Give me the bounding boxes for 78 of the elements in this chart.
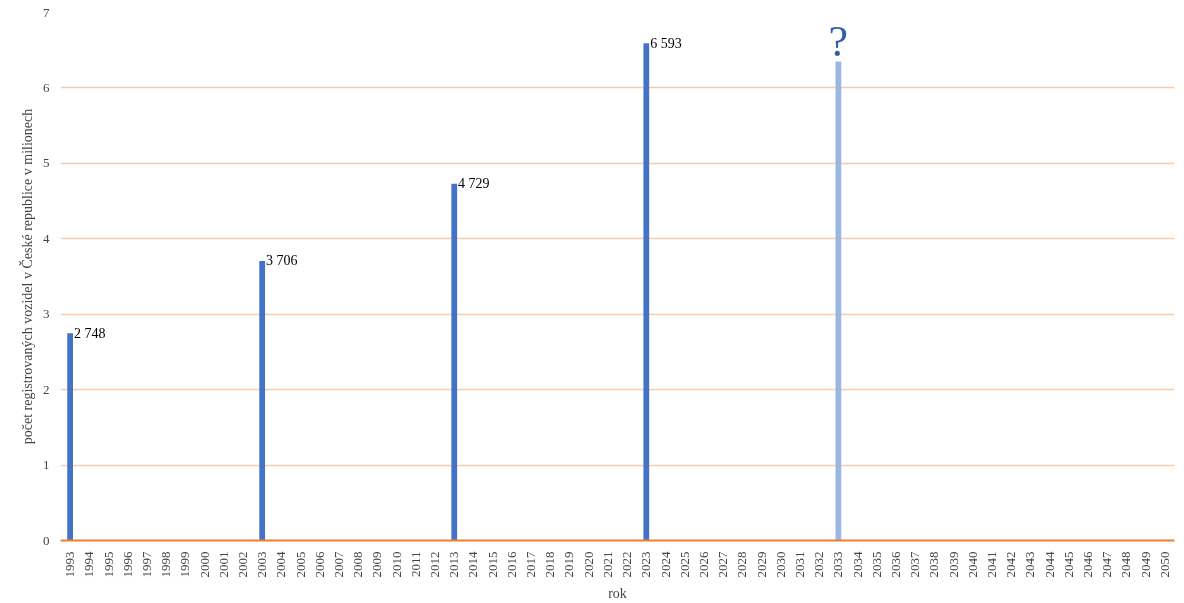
x-axis-title: rok — [608, 585, 627, 601]
x-tick-label: 1998 — [158, 551, 174, 578]
x-tick-label: 2017 — [523, 551, 539, 578]
x-tick-label: 2020 — [580, 551, 596, 578]
x-tick-label: 2037 — [907, 551, 923, 578]
x-tick-label: 2009 — [369, 551, 385, 578]
x-tick-label: 2042 — [1003, 551, 1019, 578]
x-tick-label: 2010 — [388, 551, 404, 578]
x-tick-label: 2039 — [945, 551, 961, 578]
annotation: 6 593 — [650, 35, 682, 51]
x-tick-label: 2048 — [1118, 551, 1134, 578]
bar — [451, 183, 458, 541]
x-tick-label: 1996 — [119, 551, 135, 578]
x-tick-label: 2035 — [868, 551, 884, 578]
x-tick-label: 2050 — [1156, 551, 1172, 578]
x-tick-label: 2027 — [715, 551, 731, 578]
x-tick-label: 2025 — [676, 551, 692, 578]
x-tick-label: 2001 — [215, 551, 231, 578]
bar — [643, 43, 650, 541]
x-tick-label: 2044 — [1041, 551, 1057, 578]
annotation: 2 748 — [73, 325, 106, 341]
x-tick-label: 2014 — [465, 551, 481, 578]
x-tick-label: 1994 — [81, 551, 97, 578]
x-tick-label: 1995 — [100, 551, 116, 578]
x-tick-label: 2016 — [503, 551, 519, 578]
x-tick-label: 2013 — [446, 551, 462, 578]
bar — [259, 260, 266, 541]
x-tick-label: 2000 — [196, 551, 212, 578]
x-tick-label: 2047 — [1099, 551, 1115, 578]
x-tick-label: 2006 — [311, 551, 327, 578]
y-tick-label: 6 — [43, 79, 50, 95]
x-tick-label: 2043 — [1022, 551, 1038, 578]
x-tick-label: 2018 — [542, 551, 558, 578]
x-tick-label: 2040 — [964, 551, 980, 578]
y-tick-label: 1 — [43, 457, 50, 473]
annotation: 4 729 — [458, 176, 490, 192]
x-tick-label: 2026 — [695, 551, 711, 578]
x-tick-label: 2003 — [254, 551, 270, 578]
x-tick-label: 2028 — [734, 551, 750, 578]
x-tick-label: 2011 — [407, 551, 423, 578]
x-tick-label: 2034 — [849, 551, 865, 578]
annotation: ? — [828, 16, 849, 66]
x-tick-label: 2012 — [427, 551, 443, 578]
x-tick-label: 2046 — [1080, 551, 1096, 578]
x-tick-label: 2008 — [350, 551, 366, 578]
x-tick-label: 2029 — [753, 551, 769, 578]
y-tick-label: 2 — [43, 381, 50, 397]
y-tick-label: 7 — [43, 4, 50, 20]
bar — [835, 61, 842, 541]
y-tick-label: 5 — [43, 155, 50, 171]
x-tick-label: 2005 — [292, 551, 308, 578]
x-tick-label: 1993 — [62, 551, 78, 578]
x-tick-label: 2031 — [791, 551, 807, 578]
x-tick-label: 2033 — [830, 551, 846, 578]
x-tick-label: 2007 — [331, 551, 346, 578]
x-tick-label: 2049 — [1137, 551, 1153, 578]
x-tick-label: 2022 — [619, 551, 635, 578]
x-tick-label: 2038 — [926, 551, 942, 578]
y-tick-label: 4 — [43, 230, 50, 246]
x-tick-label: 2002 — [234, 551, 250, 578]
x-tick-label: 1997 — [138, 551, 154, 578]
y-tick-label: 3 — [43, 306, 50, 322]
x-tick-label: 2015 — [484, 551, 500, 578]
x-tick-label: 1999 — [177, 551, 193, 578]
x-tick-label: 2024 — [657, 551, 673, 578]
x-tick-label: 2041 — [984, 551, 1000, 578]
x-tick-label: 2004 — [273, 551, 289, 578]
bar — [67, 333, 73, 541]
x-tick-label: 2045 — [1060, 551, 1076, 578]
y-tick-label: 0 — [43, 532, 50, 548]
x-tick-label: 2032 — [811, 551, 827, 578]
x-tick-label: 2030 — [772, 551, 788, 578]
y-axis-title: počet registrovaných vozidel v České republice v milionech — [19, 108, 35, 445]
x-tick-label: 2036 — [888, 551, 903, 578]
x-tick-label: 2019 — [561, 551, 577, 578]
x-tick-label: 2023 — [638, 551, 654, 578]
x-tick-label: 2021 — [599, 551, 615, 578]
annotation: 3 706 — [266, 253, 298, 269]
